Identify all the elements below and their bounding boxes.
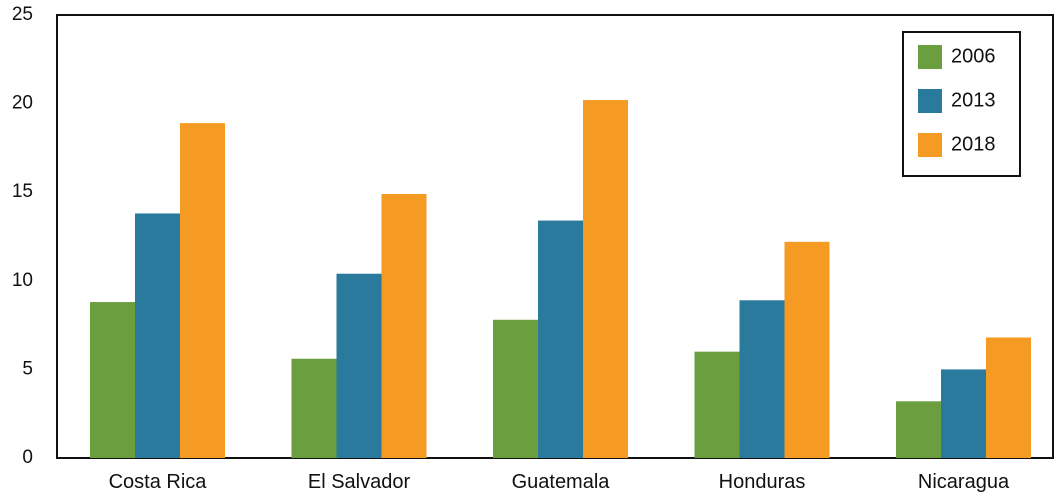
bar-2006-nicaragua <box>896 401 941 458</box>
y-tick-label: 25 <box>12 4 33 25</box>
legend-swatch-2018 <box>918 133 942 157</box>
y-tick-label: 0 <box>22 447 33 468</box>
bar-2006-el-salvador <box>291 358 337 458</box>
bar-2006-honduras <box>694 351 740 458</box>
legend-swatch-2013 <box>918 89 942 113</box>
x-tick-label: Honduras <box>719 471 806 493</box>
x-tick-label: Costa Rica <box>109 471 208 493</box>
x-tick-label: El Salvador <box>308 471 411 493</box>
legend-swatch-2006 <box>918 45 942 69</box>
bar-2018-guatemala <box>583 100 628 458</box>
bars <box>90 100 1031 459</box>
bar-2018-honduras <box>784 241 830 458</box>
y-tick-label: 5 <box>22 358 33 379</box>
legend: 2006 2013 2018 <box>902 31 1021 177</box>
bar-2006-costa-rica <box>90 302 135 458</box>
bar-2013-costa-rica <box>135 213 180 458</box>
bar-2018-el-salvador <box>381 193 427 459</box>
legend-label-2018: 2018 <box>951 133 996 155</box>
y-tick-label: 20 <box>12 93 33 114</box>
y-tick-label: 10 <box>12 270 33 291</box>
legend-label-2006: 2006 <box>951 45 996 67</box>
legend-label-2013: 2013 <box>951 89 996 111</box>
category-labels: Costa Rica El Salvador Guatemala Honduras Ni… <box>109 471 1010 493</box>
bar-2018-costa-rica <box>180 123 225 458</box>
bar-2013-honduras <box>739 300 785 458</box>
y-axis-ticks: 0 5 10 15 20 25 <box>12 4 33 468</box>
bar-2006-guatemala <box>493 319 538 458</box>
x-tick-label: Nicaragua <box>918 471 1010 493</box>
bar-2013-guatemala <box>538 220 583 458</box>
bar-2013-nicaragua <box>941 369 986 458</box>
y-tick-label: 15 <box>12 181 33 202</box>
bar-2018-nicaragua <box>986 337 1031 458</box>
bar-2013-el-salvador <box>336 273 382 458</box>
x-tick-label: Guatemala <box>512 471 611 493</box>
